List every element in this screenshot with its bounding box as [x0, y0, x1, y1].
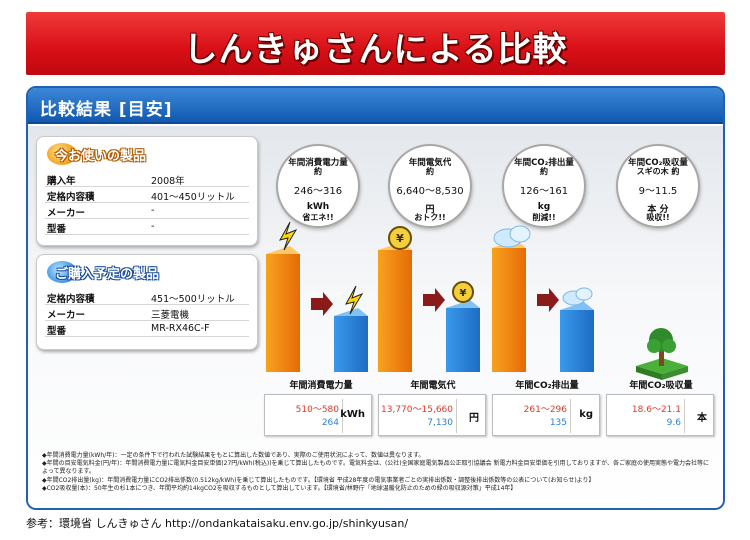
- planned-value: 9.6: [666, 418, 681, 428]
- planned-product-box: ご購入予定の製品 定格内容積 451〜500リットル メーカー 三菱電機 型番 MR-…: [36, 254, 258, 350]
- yen-coin-large-icon: [388, 226, 412, 250]
- bar-planned-co2: [560, 310, 594, 372]
- bar-label-cost: 年間電気代: [410, 381, 456, 391]
- current-value: 510〜580: [295, 405, 339, 415]
- current-value: 261〜296: [523, 405, 567, 415]
- current-value: 18.6〜21.1: [631, 405, 681, 415]
- arrow-power-icon: [311, 292, 333, 316]
- current-value: 13,770〜15,660: [381, 405, 453, 415]
- value-unit: kg: [579, 409, 593, 420]
- value-box-cost: 13,770〜15,660 7,130 円: [378, 394, 486, 436]
- bubble-power: 年間消費電力量約 246〜316 kWh 省エネ!!: [276, 144, 360, 228]
- blue-swirl-icon: [47, 261, 77, 283]
- cloud-large-icon: [493, 225, 531, 248]
- value-box-co2-emission: 261〜296 135 kg: [492, 394, 600, 436]
- bar-current-power: [266, 254, 300, 372]
- footnote: ◆年間の目安電気料金(円/年)：年間消費電力量に電気料金目安単価(27円/kWh…: [42, 460, 710, 476]
- value-box-co2-absorption: 18.6〜21.1 9.6 本: [606, 394, 714, 436]
- reference-footer: 参考：環境省 しんきゅさん http://ondankataisaku.env.…: [26, 517, 409, 530]
- footnotes: ◆年間消費電力量(kWh/年)：一定の条件下で行われた試験結果をもとに算出した数…: [42, 452, 712, 493]
- bar-label-co2-absorption: 年間CO₂吸収量: [629, 381, 693, 391]
- arrow-co2-icon: [537, 288, 559, 312]
- planned-value: 264: [321, 418, 339, 428]
- planned-row: 定格内容積 451〜500リットル: [45, 289, 249, 305]
- planned-product-rows: 定格内容積 451〜500リットル メーカー 三菱電機 型番 MR-RX46C-F: [45, 289, 249, 337]
- svg-text:¥: ¥: [460, 288, 467, 299]
- bar-planned-cost: [446, 308, 480, 372]
- arrow-cost-icon: [423, 288, 445, 312]
- bar-group-co2: [492, 225, 594, 372]
- value-box-power: 510〜580 264 kWh: [264, 394, 372, 436]
- current-product-rows: 購入年 2008年 定格内容積 401〜450リットル メーカー - 型番 -: [45, 171, 249, 235]
- panel-header: [28, 88, 723, 124]
- title-banner: しんきゅさんによる比較: [26, 12, 725, 75]
- tree-icon: [636, 328, 688, 380]
- planned-value: 135: [549, 418, 567, 428]
- bar-group-power: [266, 221, 368, 372]
- bar-label-power: 年間消費電力量: [289, 381, 353, 391]
- comparison-bars: ¥ ¥: [266, 221, 688, 380]
- yen-coin-small-icon: [452, 281, 474, 303]
- lightning-small-icon: [345, 285, 364, 315]
- value-unit: 円: [469, 413, 479, 424]
- bubble-co2-emission: 年間CO₂排出量約 126〜161 kg 削減!!: [502, 144, 586, 228]
- bar-group-cost: ¥ ¥: [378, 226, 480, 372]
- lightning-large-icon: [279, 221, 298, 251]
- bar-label-co2-emission: 年間CO₂排出量: [515, 381, 579, 391]
- current-product-box: 今お使いの製品 購入年 2008年 定格内容積 401〜450リットル メーカー - …: [36, 136, 258, 246]
- current-row: メーカー -: [45, 203, 249, 219]
- footnote: ◆CO2吸収量(本)：50年生の杉1本につき、年間平均約14kgCO2を吸収する…: [42, 484, 517, 492]
- orange-swirl-icon: [47, 143, 77, 165]
- planned-value: 7,130: [427, 418, 453, 428]
- bubble-cost: 年間電気代約 6,640〜8,530 円 おトク!!: [388, 144, 472, 228]
- current-row: 購入年 2008年: [45, 171, 249, 187]
- banner-title: しんきゅさんによる比較: [183, 30, 568, 70]
- bar-current-co2: [492, 248, 526, 372]
- footnote: ◆年間CO2排出量(kg)：年間消費電力量にCO2排出係数(0.512kg/kW…: [42, 476, 595, 484]
- footnote: ◆年間消費電力量(kWh/年)：一定の条件下で行われた試験結果をもとに算出した数…: [42, 452, 425, 459]
- planned-row: 型番 MR-RX46C-F: [45, 321, 249, 337]
- bar-current-cost: [378, 250, 412, 372]
- current-product-heading: 今お使いの製品: [47, 143, 177, 167]
- value-unit: 本: [697, 413, 707, 424]
- panel-title: 比較結果 [目安]: [40, 100, 173, 120]
- cloud-small-icon: [562, 287, 593, 306]
- current-row: 型番 -: [45, 219, 249, 235]
- planned-product-heading: ご購入予定の製品: [47, 261, 177, 285]
- value-unit: kWh: [340, 409, 365, 420]
- svg-text:¥: ¥: [396, 232, 404, 245]
- planned-row: メーカー 三菱電機: [45, 305, 249, 321]
- comparison-panel: 比較結果 [目安] 今お使いの製品 購入年 2008年 定格内容積 401〜450リ…: [26, 86, 725, 510]
- current-row: 定格内容積 401〜450リットル: [45, 187, 249, 203]
- bar-planned-power: [334, 316, 368, 372]
- panel-body: 今お使いの製品 購入年 2008年 定格内容積 401〜450リットル メーカー - …: [28, 126, 723, 508]
- bubble-co2-absorption: 年間CO₂吸収量 スギの木 約 9〜11.5 本 分 吸収!!: [616, 144, 700, 228]
